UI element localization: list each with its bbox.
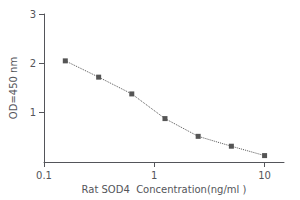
svg-text:1: 1	[151, 170, 157, 181]
svg-text:1: 1	[30, 107, 36, 118]
svg-text:OD=450 nm: OD=450 nm	[8, 57, 19, 119]
svg-text:2: 2	[30, 58, 36, 69]
svg-text:0.1: 0.1	[36, 170, 52, 181]
svg-text:Rat SOD4 Concentration(ng/ml: Rat SOD4 Concentration(ng/ml )	[82, 184, 247, 195]
svg-text:3: 3	[30, 9, 36, 20]
svg-text:10: 10	[258, 170, 271, 181]
